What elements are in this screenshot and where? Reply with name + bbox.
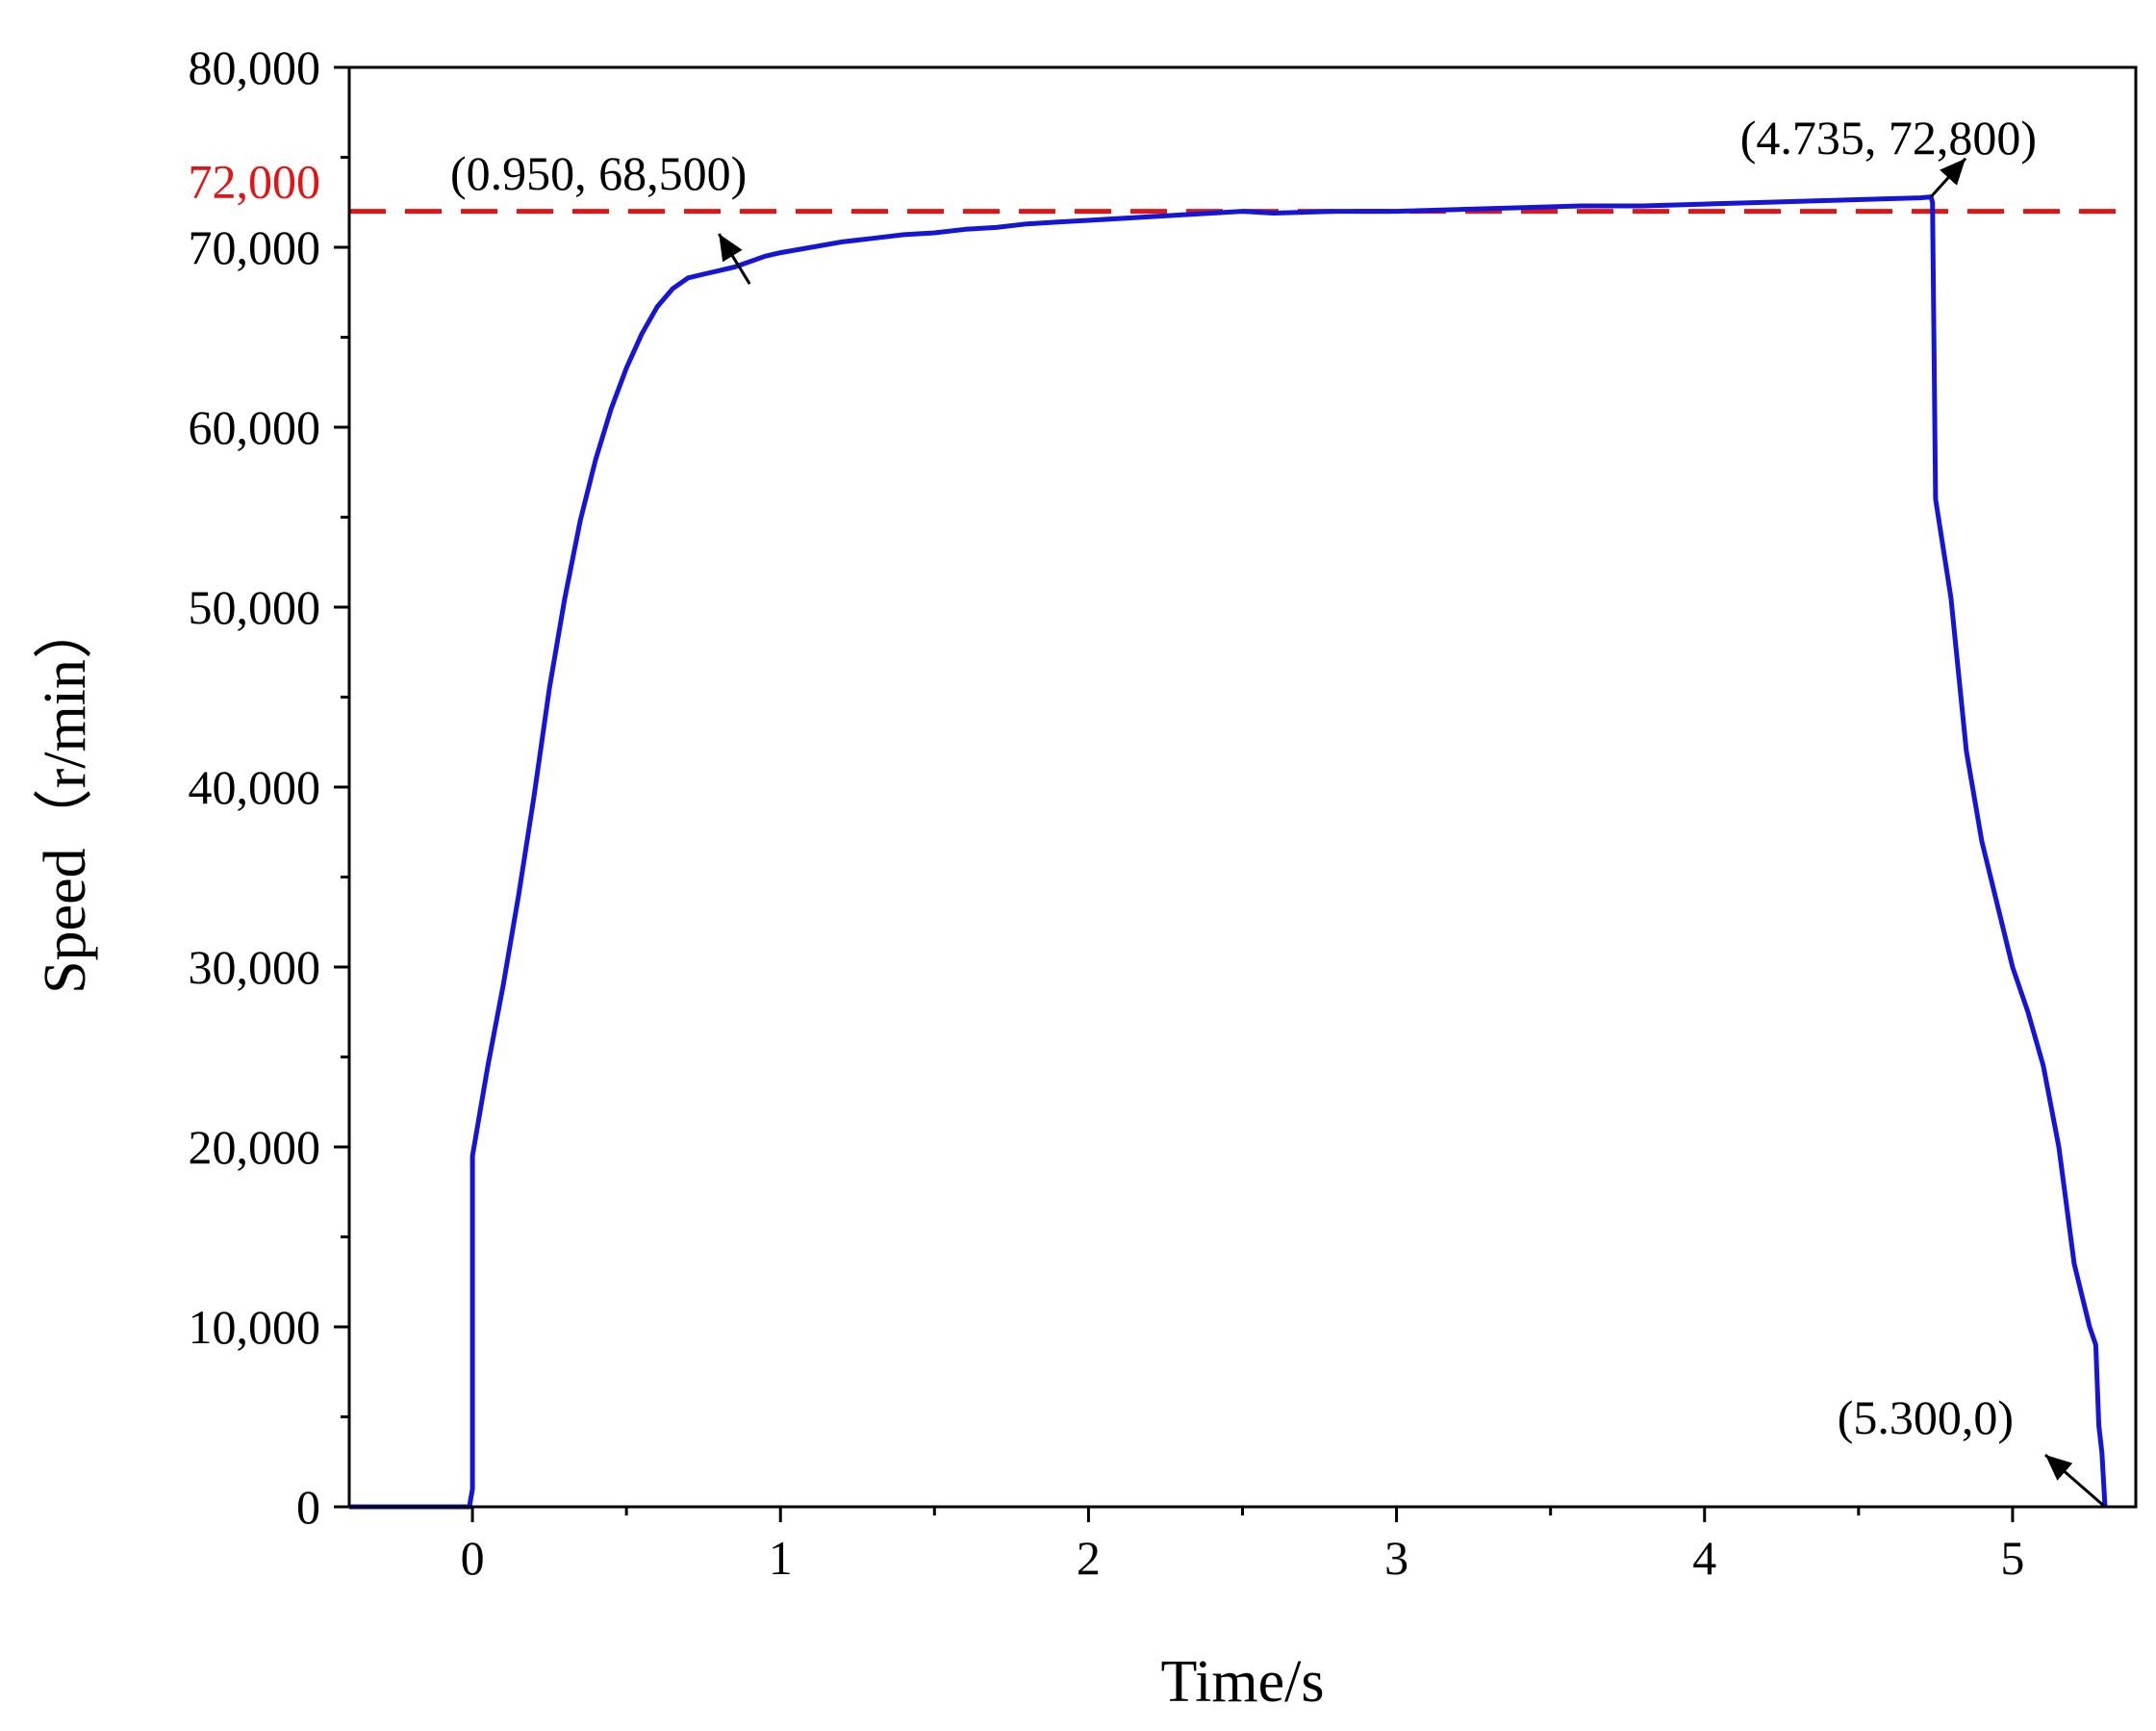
x-tick-label: 1 [769, 1531, 793, 1585]
y-tick-label: 60,000 [189, 400, 321, 454]
y-tick-label: 20,000 [189, 1120, 321, 1174]
y-tick-label: 70,000 [189, 220, 321, 274]
y-tick-label: 30,000 [189, 940, 321, 994]
x-axis-title: Time/s [1160, 1649, 1324, 1715]
annotation-label: (4.735, 72,800) [1740, 111, 2037, 165]
annotation-label: (5.300,0) [1838, 1390, 2014, 1444]
y-axis-title: Speed（r/min） [33, 599, 98, 994]
annotation-arrow [2043, 1453, 2106, 1509]
plot-frame [347, 65, 2138, 1509]
speed-series-line [349, 194, 2108, 1510]
y-tick-label: 80,000 [189, 40, 321, 94]
x-tick-label: 4 [1692, 1531, 1716, 1585]
annotation-label: (0.950, 68,500) [450, 146, 747, 200]
y-tick-label: 50,000 [189, 580, 321, 634]
y-tick-label: 10,000 [189, 1300, 321, 1354]
x-tick-label: 0 [461, 1531, 485, 1585]
annotation-arrow [717, 233, 751, 285]
y-tick-label: 40,000 [189, 760, 321, 814]
annotation-arrow [1929, 157, 1967, 198]
x-tick-label: 2 [1077, 1531, 1101, 1585]
y-tick-label: 0 [296, 1480, 320, 1534]
x-tick-label: 5 [2000, 1531, 2024, 1585]
x-tick-label: 3 [1384, 1531, 1408, 1585]
annotation-layer: (0.950, 68,500) (4.735, 72,800) (5.300,0) [450, 111, 2106, 1509]
series-layer [349, 194, 2108, 1510]
axis-ticks: 0 1 2 3 4 5 0 10,000 20,000 30,000 40,000 50,000 60,… [189, 40, 2025, 1585]
reference-label: 72,000 [189, 155, 321, 209]
